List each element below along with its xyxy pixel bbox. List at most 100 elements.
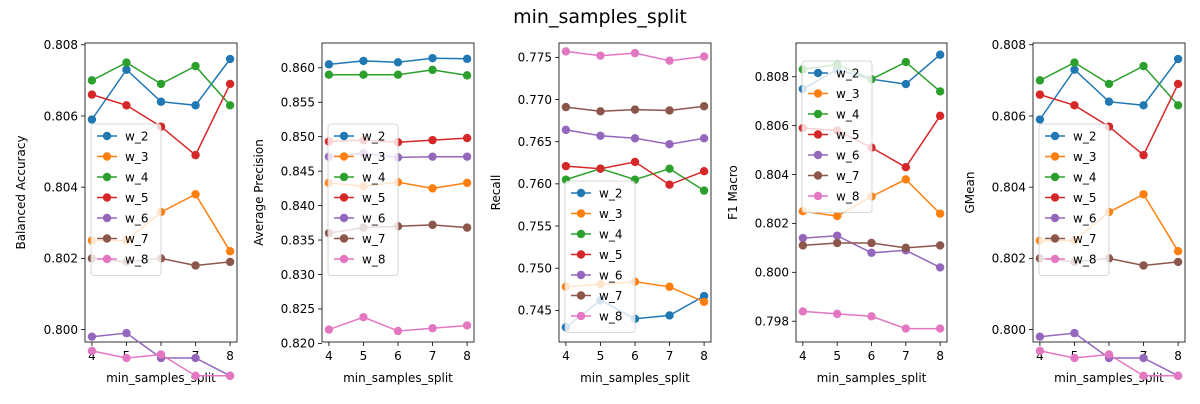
data-point-w_6 [1070,328,1079,338]
figure-title: min_samples_split [513,6,687,28]
data-point-w_5 [901,162,911,172]
legend-label: w_8 [836,190,859,204]
data-point-w_6 [596,131,605,140]
legend-label: w_7 [125,232,148,246]
x-tick-label: 6 [868,349,876,363]
x-tick-label: 8 [936,349,944,363]
legend-label: w_6 [362,212,385,226]
data-point-w_7 [798,241,808,250]
legend-swatch-marker [339,213,349,223]
data-point-w_7 [935,241,945,250]
data-point-w_2 [1104,97,1114,106]
data-point-w_8 [798,307,808,316]
legend-label: w_5 [836,128,859,142]
data-point-w_6 [798,233,808,243]
data-point-w_7 [1139,261,1148,270]
legend-label: w_6 [836,149,859,163]
data-point-w_3 [832,211,842,221]
data-point-w_8 [324,325,334,334]
data-point-w_7 [867,238,876,248]
data-point-w_7 [462,223,472,232]
data-point-w_4 [935,87,945,96]
data-point-w_5 [699,167,709,176]
series-line-w_2 [91,58,231,120]
data-point-w_5 [1173,79,1183,89]
data-point-w_7 [630,105,640,114]
data-point-w_6 [191,353,200,363]
x-tick-label: 4 [325,349,333,363]
legend-label: w_7 [599,289,622,303]
data-point-w_2 [1035,115,1045,124]
data-point-w_3 [1173,247,1183,256]
legend-label: w_8 [599,310,622,324]
data-point-w_8 [156,350,166,359]
legend-label: w_3 [836,87,859,101]
legend-swatch-marker [576,188,586,198]
data-point-w_8 [225,371,235,381]
y-tick-label: 0.804 [755,168,789,182]
legend-swatch-marker [339,254,349,264]
data-point-w_8 [122,353,131,363]
data-point-w_7 [225,257,235,267]
y-tick-label: 0.760 [518,177,552,191]
y-tick-label: 0.835 [281,233,315,247]
data-point-w_5 [1035,90,1045,99]
y-tick-label: 0.820 [281,337,315,351]
data-point-w_8 [191,371,200,381]
legend-swatch-marker [102,234,112,243]
data-point-w_3 [428,184,437,193]
legend-swatch-marker [576,311,586,321]
legend-label: w_8 [125,253,148,267]
x-tick-label: 4 [88,349,96,363]
data-point-w_6 [561,125,571,135]
legend-swatch-marker [339,172,349,182]
chart-panel-5: 456780.8000.8020.8040.8060.808min_sample… [963,38,1186,385]
data-point-w_2 [699,291,709,301]
legend-label: w_5 [125,191,148,205]
y-tick-label: 0.806 [755,119,789,133]
legend-label: w_2 [125,130,148,144]
data-point-w_2 [122,65,131,74]
y-tick-label: 0.800 [755,266,789,280]
legend-label: w_3 [362,150,385,164]
data-point-w_8 [867,312,876,321]
data-point-w_3 [225,247,235,256]
data-point-w_2 [1070,65,1079,74]
data-point-w_5 [462,133,472,143]
data-point-w_5 [935,111,945,121]
y-tick-label: 0.775 [518,51,552,65]
data-point-w_2 [324,60,334,69]
data-point-w_8 [393,326,403,336]
y-axis-label: GMean [963,172,977,214]
data-point-w_6 [1139,353,1148,363]
data-point-w_4 [359,70,368,79]
data-point-w_8 [1173,371,1183,381]
legend-label: w_4 [599,228,622,242]
y-tick-label: 0.825 [281,302,315,316]
legend-label: w_4 [836,108,859,122]
legend-swatch-marker [339,234,349,243]
data-point-w_4 [462,71,472,80]
y-tick-label: 0.755 [518,219,552,233]
data-point-w_4 [428,65,437,75]
x-tick-label: 8 [226,349,234,363]
legend-swatch-marker [813,171,823,180]
data-point-w_5 [596,164,605,173]
data-point-w_5 [87,90,97,99]
y-tick-label: 0.808 [992,38,1026,52]
data-point-w_5 [225,79,235,89]
x-tick-label: 5 [833,349,841,363]
legend-swatch-marker [102,152,112,161]
legend-swatch-marker [1050,234,1060,243]
x-tick-label: 5 [360,349,368,363]
legend-swatch-marker [102,254,112,264]
data-point-w_4 [191,61,200,71]
data-point-w_2 [1173,54,1183,64]
data-point-w_8 [1035,346,1045,356]
legend-label: w_5 [599,248,622,262]
x-tick-label: 5 [597,349,605,363]
data-point-w_5 [191,150,200,160]
legend-swatch-marker [1050,172,1060,182]
y-tick-label: 0.800 [44,323,78,337]
data-point-w_2 [87,115,97,124]
